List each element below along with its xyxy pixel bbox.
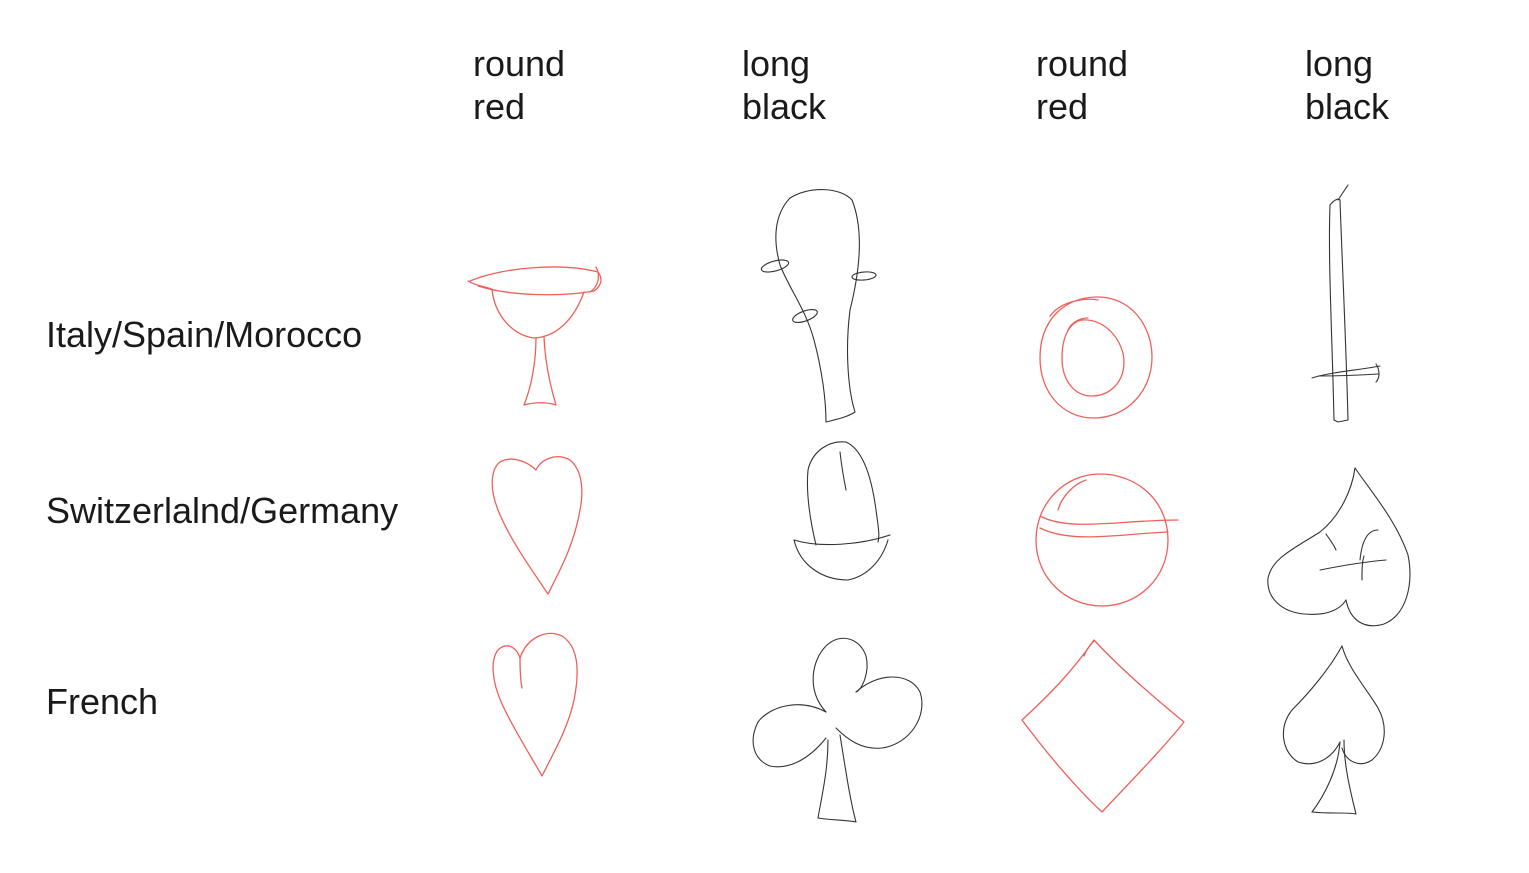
bells-icon <box>1035 473 1179 607</box>
row-label-french: French <box>46 681 159 722</box>
row-label-italy-spain-morocco: Italy/Spain/Morocco <box>46 314 363 355</box>
column-header-1: round red <box>473 42 565 128</box>
column-header-shape: long <box>742 43 811 84</box>
coins-icon <box>1039 296 1153 419</box>
row-label-switzerland-germany: Switzerlalnd/Germany <box>46 490 399 531</box>
column-header-color: black <box>1305 86 1390 127</box>
column-header-shape: long <box>1305 43 1374 84</box>
clubs-icon <box>752 637 923 823</box>
column-header-color: red <box>1036 86 1089 127</box>
column-header-4: long black <box>1305 42 1389 128</box>
swords-icon <box>1311 184 1381 423</box>
column-header-color: red <box>473 86 526 127</box>
column-header-3: round red <box>1036 42 1128 128</box>
hearts-icon <box>492 632 578 777</box>
column-header-shape: round <box>473 43 566 84</box>
acorns-icon <box>793 441 891 581</box>
spades-icon <box>1282 645 1385 815</box>
leaves-icon <box>1267 467 1411 627</box>
hearts-icon-ch <box>491 456 583 595</box>
diamonds-icon <box>1021 639 1185 813</box>
column-header-2: long black <box>742 42 826 128</box>
column-header-color: black <box>742 86 827 127</box>
column-header-shape: round <box>1036 43 1129 84</box>
clubs-baton-icon <box>760 189 877 423</box>
cups-icon <box>467 266 602 406</box>
